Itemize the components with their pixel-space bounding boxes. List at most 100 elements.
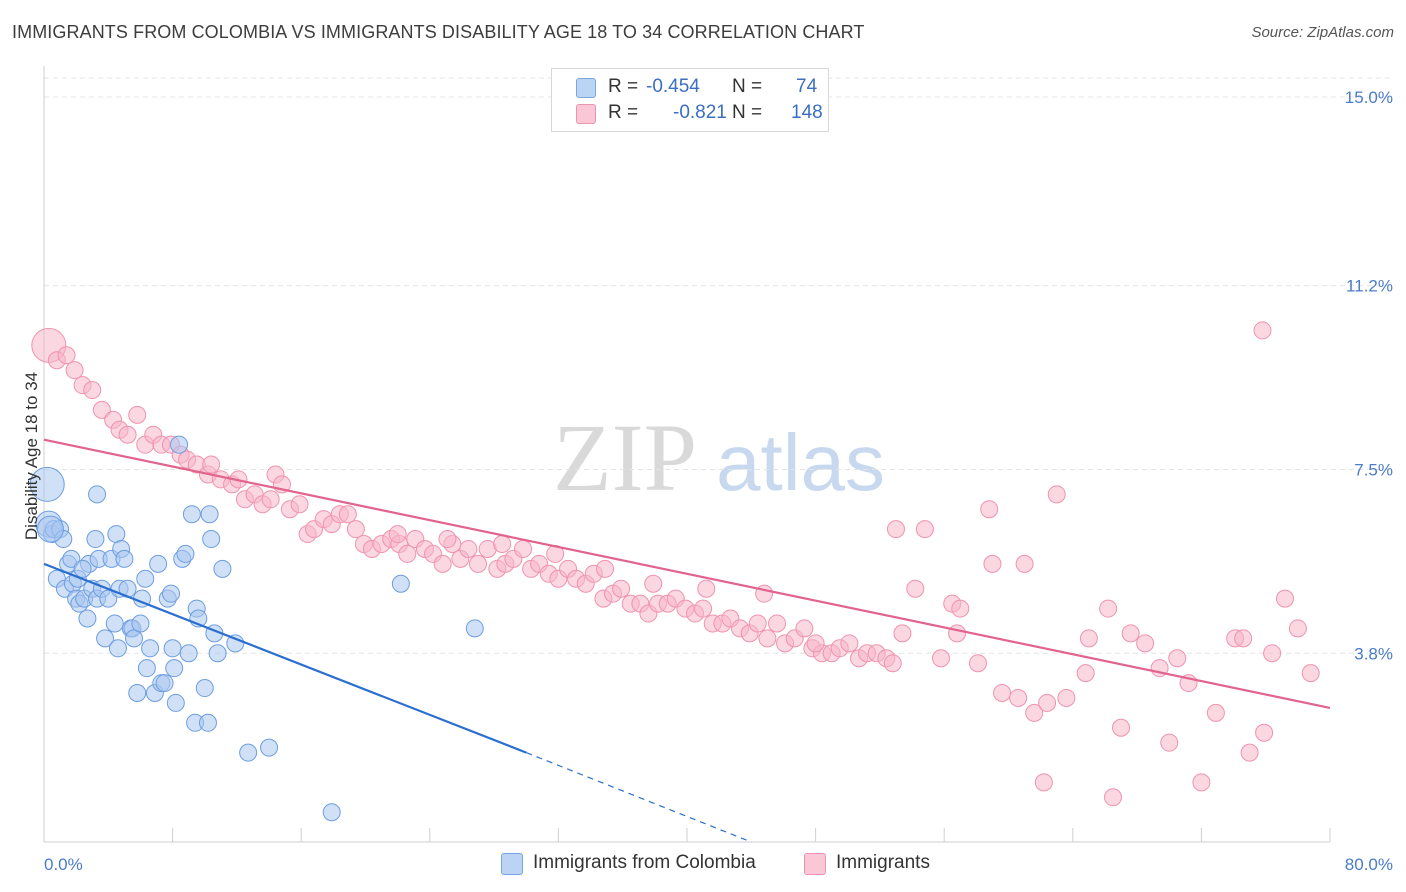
immigrants-point bbox=[1047, 485, 1066, 504]
colombia-point bbox=[200, 505, 219, 524]
legend-n-value: 148 bbox=[791, 102, 823, 123]
immigrants-point bbox=[840, 634, 859, 653]
immigrants-point bbox=[694, 599, 713, 618]
immigrants-point bbox=[128, 405, 147, 424]
y-tick-label: 3.8% bbox=[1354, 644, 1393, 663]
legend-n-value: 74 bbox=[796, 76, 818, 97]
immigrants-point bbox=[1025, 703, 1044, 722]
colombia-point bbox=[136, 569, 155, 588]
y-tick-labels: 3.8% 7.5% 11.2% 15.0% bbox=[1345, 88, 1393, 663]
immigrants-point bbox=[795, 619, 814, 638]
colombia-point bbox=[131, 614, 150, 633]
immigrants-point bbox=[57, 346, 76, 365]
immigrants-point bbox=[1009, 688, 1028, 707]
immigrants-point bbox=[493, 535, 512, 553]
colombia-point bbox=[260, 738, 279, 757]
immigrants-point bbox=[202, 455, 221, 474]
trend-lines bbox=[43, 438, 1331, 843]
colombia-point bbox=[179, 644, 198, 663]
y-tick-label: 7.5% bbox=[1354, 461, 1393, 480]
colombia-point bbox=[105, 614, 124, 633]
immigrants-point bbox=[915, 520, 934, 539]
immigrants-point bbox=[1112, 718, 1131, 737]
colombia-point bbox=[62, 549, 81, 568]
colombia-point bbox=[226, 634, 245, 653]
immigrants-point bbox=[1275, 589, 1294, 608]
immigrants-point bbox=[968, 654, 987, 673]
colombia-point bbox=[163, 639, 182, 658]
colombia-point bbox=[107, 525, 126, 544]
colombia-trend-line bbox=[43, 562, 527, 754]
immigrants-point bbox=[697, 579, 716, 598]
y-tick-label: 15.0% bbox=[1345, 88, 1393, 107]
immigrants-point bbox=[438, 530, 457, 549]
colombia-point bbox=[165, 659, 184, 678]
legend-swatch-pink bbox=[804, 853, 826, 875]
watermark-zip: ZIP bbox=[553, 404, 697, 511]
immigrants-point bbox=[261, 490, 280, 509]
colombia-point bbox=[29, 466, 65, 502]
immigrants-point bbox=[1057, 688, 1076, 707]
legend-swatch-blue bbox=[576, 78, 596, 98]
immigrants-point bbox=[768, 614, 787, 633]
immigrants-point bbox=[980, 500, 999, 519]
y-tick-label: 11.2% bbox=[1346, 277, 1393, 296]
colombia-point bbox=[391, 574, 410, 593]
legend-r-value: -0.454 bbox=[646, 76, 700, 97]
colombia-points bbox=[29, 435, 484, 822]
immigrants-point bbox=[469, 554, 488, 573]
colombia-point bbox=[73, 559, 92, 578]
immigrants-point bbox=[118, 425, 137, 444]
colombia-point bbox=[198, 713, 217, 732]
immigrants-point bbox=[398, 544, 417, 563]
immigrants-point bbox=[1038, 693, 1057, 712]
immigrants-point bbox=[459, 539, 478, 558]
immigrants-point bbox=[1168, 649, 1187, 668]
legend-r-label: R = bbox=[608, 102, 639, 123]
y-axis-label: Disability Age 18 to 34 bbox=[22, 372, 41, 540]
colombia-point bbox=[195, 679, 214, 698]
immigrants-point bbox=[883, 654, 902, 673]
x-ticks bbox=[43, 828, 1331, 842]
immigrants-point bbox=[886, 520, 905, 539]
immigrants-point bbox=[83, 381, 102, 400]
immigrants-point bbox=[1160, 733, 1179, 752]
immigrants-point bbox=[1103, 788, 1122, 807]
immigrants-point bbox=[906, 579, 925, 598]
legend-swatch-pink bbox=[576, 104, 596, 124]
immigrants-point bbox=[1099, 599, 1118, 618]
immigrants-point bbox=[1034, 773, 1053, 792]
immigrants-point bbox=[893, 624, 912, 643]
series-legend: Immigrants from Colombia Immigrants bbox=[0, 852, 1406, 876]
colombia-point bbox=[86, 530, 105, 549]
colombia-point bbox=[161, 584, 180, 603]
legend-n-label: N = bbox=[732, 102, 763, 123]
legend-item-label: Immigrants from Colombia bbox=[533, 852, 756, 873]
colombia-point bbox=[176, 544, 195, 563]
colombia-point bbox=[465, 619, 484, 638]
colombia-point bbox=[149, 554, 168, 573]
colombia-point bbox=[108, 639, 127, 658]
colombia-point bbox=[78, 609, 97, 628]
immigrants-point bbox=[433, 554, 452, 573]
colombia-point bbox=[137, 659, 156, 678]
colombia-point bbox=[166, 693, 185, 712]
immigrants-point bbox=[1240, 743, 1259, 762]
immigrants-point bbox=[951, 599, 970, 618]
legend-swatch-blue bbox=[501, 853, 523, 875]
immigrants-point bbox=[1288, 619, 1307, 638]
immigrants-point bbox=[388, 525, 407, 544]
stats-legend: R = -0.454 N = 74 R = -0.821 N = 148 bbox=[551, 68, 829, 132]
immigrants-point bbox=[1076, 664, 1095, 683]
immigrants-point bbox=[346, 520, 365, 539]
colombia-point bbox=[213, 559, 232, 578]
colombia-point bbox=[170, 435, 189, 454]
immigrants-point bbox=[290, 495, 309, 514]
colombia-trend-extension bbox=[526, 752, 752, 843]
immigrants-point bbox=[596, 559, 615, 578]
legend-item-label: Immigrants bbox=[836, 852, 930, 873]
colombia-point bbox=[125, 629, 144, 648]
immigrants-point bbox=[1206, 703, 1225, 722]
colombia-point bbox=[322, 803, 341, 822]
immigrants-point bbox=[92, 400, 111, 419]
